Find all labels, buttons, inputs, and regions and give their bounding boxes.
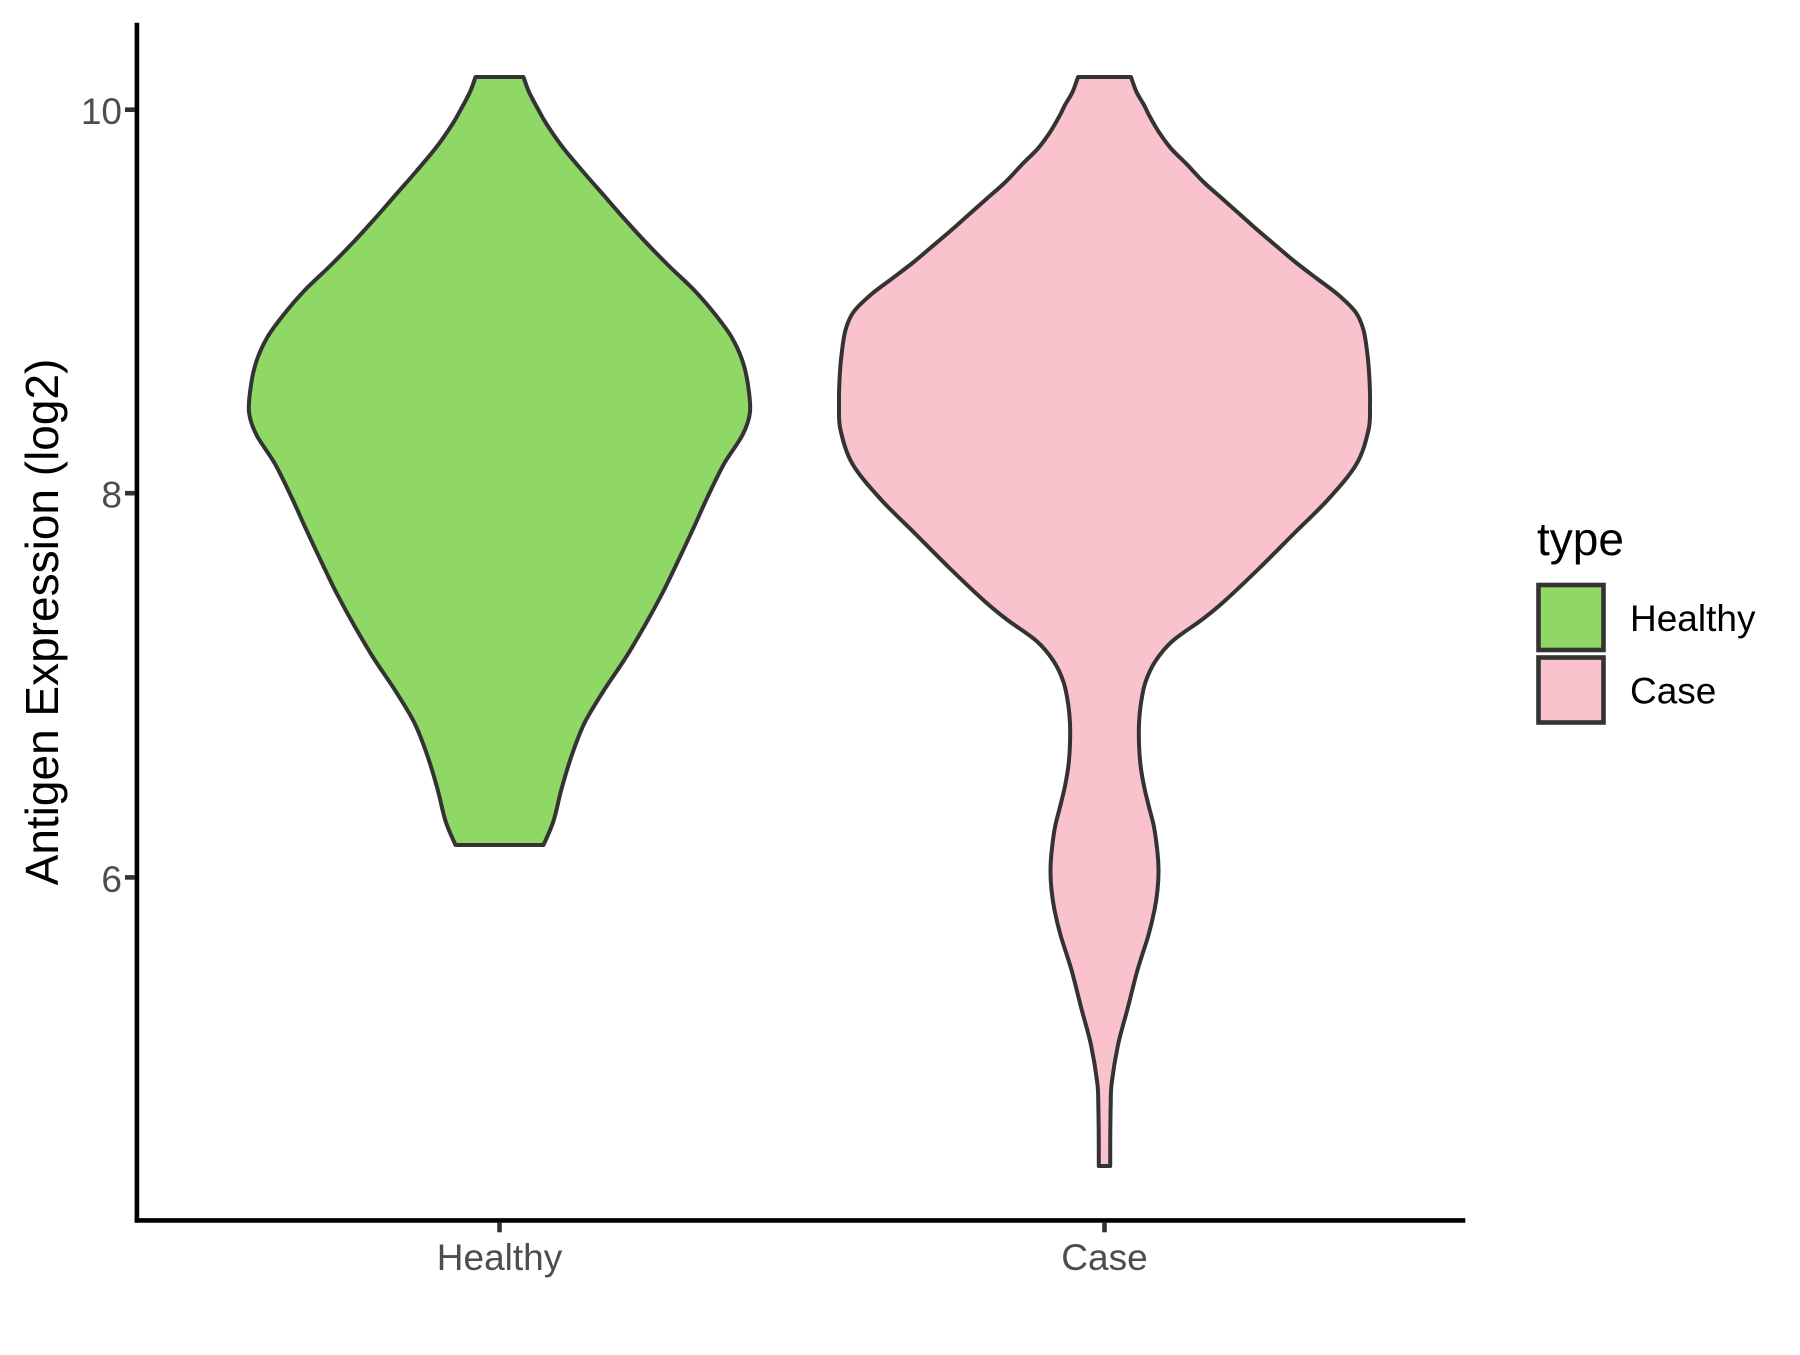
svg-text:Healthy: Healthy [1630, 598, 1756, 639]
svg-text:type: type [1537, 513, 1624, 565]
svg-text:Case: Case [1061, 1237, 1147, 1278]
svg-text:10: 10 [81, 91, 122, 132]
svg-text:Antigen Expression (log2): Antigen Expression (log2) [16, 359, 68, 886]
svg-text:Case: Case [1630, 671, 1716, 712]
svg-text:6: 6 [101, 859, 122, 900]
svg-text:Healthy: Healthy [437, 1237, 563, 1278]
svg-text:8: 8 [101, 475, 122, 516]
